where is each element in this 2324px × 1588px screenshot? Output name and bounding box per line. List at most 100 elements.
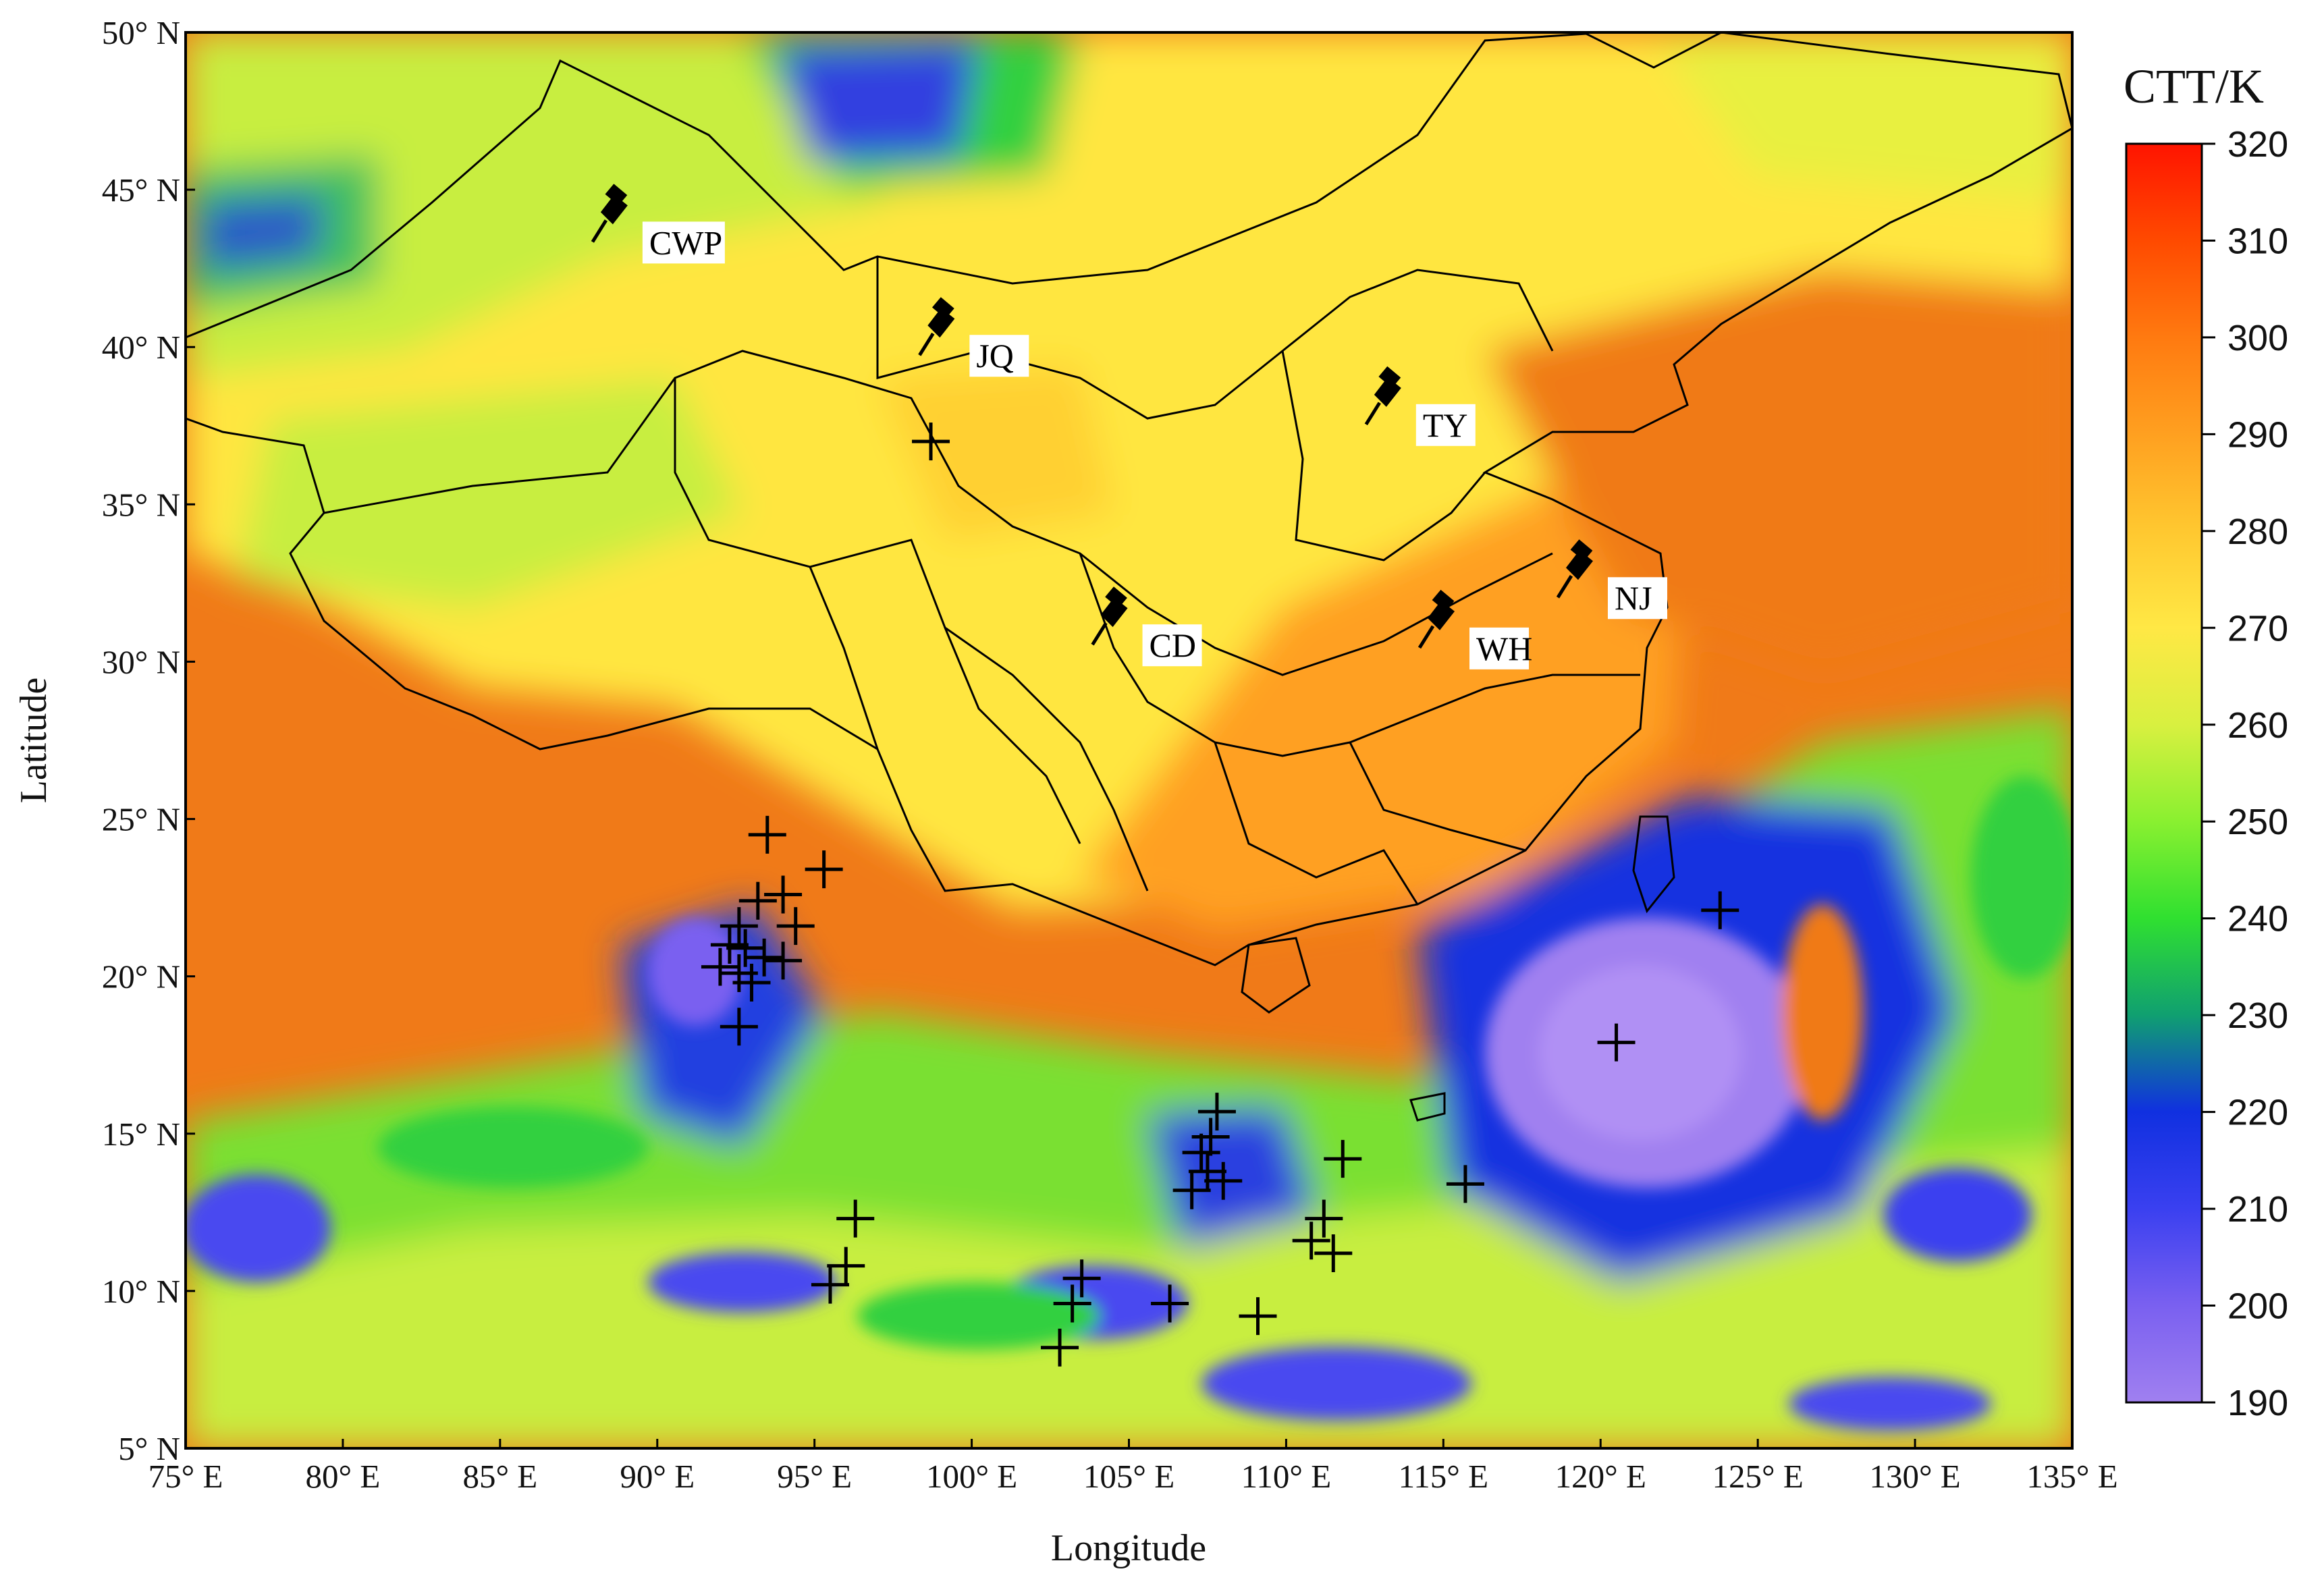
site-label-box [1607, 577, 1667, 620]
taiwan-outline [1632, 815, 1675, 914]
site-wh: WH [1417, 589, 1532, 669]
cross-marker [836, 1199, 875, 1238]
y-tick-label: 5° N [118, 1430, 180, 1467]
ctt-raster-field [186, 32, 2072, 1448]
luzon-outline [1409, 1092, 1446, 1122]
cross-marker [1597, 1023, 1636, 1062]
x-tick-label: 105° E [1083, 1458, 1174, 1495]
x-tick-label: 95° E [777, 1458, 852, 1495]
site-label: NJ [1615, 579, 1652, 617]
y-tick-label: 10° N [102, 1273, 180, 1310]
cross-marker [1324, 1140, 1362, 1178]
cross-marker [1292, 1222, 1330, 1260]
x-axis-title: Longitude [1051, 1527, 1206, 1569]
cross-marker [811, 1265, 849, 1304]
site-label: WH [1476, 630, 1532, 667]
colorbar-tick-label: 280 [2227, 512, 2288, 552]
cross-marker [1188, 1152, 1226, 1190]
y-tick-label: 35° N [102, 486, 180, 523]
y-tick-label: 45° N [102, 171, 180, 209]
colorbar-tick-labels: 320 310 300 290 280 270 260 250 240 230 220 210 200 1… [2202, 124, 2288, 1423]
site-markers: CWP JQ TY NJ CD WH [591, 184, 1667, 669]
cross-marker [738, 881, 777, 920]
site-nj: NJ [1556, 539, 1667, 620]
cross-marker [1305, 1199, 1343, 1238]
administrative-boundaries [186, 32, 2072, 1122]
cross-marker [1041, 1328, 1079, 1367]
colorbar-tick-label: 300 [2227, 318, 2288, 358]
latitude-tick-labels: 50° N 45° N 40° N 35° N 30° N 25° N 20° N 15° N… [102, 14, 195, 1467]
x-tick-label: 100° E [926, 1458, 1017, 1495]
site-label: TY [1423, 406, 1468, 444]
y-tick-label: 15° N [102, 1116, 180, 1153]
x-tick-label: 115° E [1399, 1458, 1488, 1495]
y-axis-title: Latitude [13, 678, 55, 804]
colorbar-tick-label: 240 [2227, 899, 2288, 939]
colorbar-tick-label: 190 [2227, 1383, 2288, 1423]
colorbar-tick-label: 220 [2227, 1093, 2288, 1133]
x-tick-label: 125° E [1712, 1458, 1804, 1495]
site-label-box [1142, 624, 1202, 667]
pushpin-icon [591, 184, 628, 243]
hainan-outline [1241, 937, 1311, 1014]
cross-marker [745, 938, 784, 977]
site-label-box [1415, 404, 1476, 446]
x-tick-label: 135° E [2026, 1458, 2117, 1495]
colorbar-tick-label: 320 [2227, 124, 2288, 165]
cross-markers [701, 422, 1739, 1367]
site-cwp: CWP [591, 184, 725, 264]
cross-marker [1053, 1284, 1091, 1323]
site-label: JQ [976, 337, 1014, 375]
site-label-box [969, 335, 1029, 377]
colorbar-tick-label: 250 [2227, 802, 2288, 842]
cross-marker [1197, 1093, 1236, 1131]
pushpin-icon [1556, 539, 1593, 599]
cross-marker [827, 1247, 865, 1285]
x-tick-label: 85° E [462, 1458, 537, 1495]
y-tick-label: 25° N [102, 801, 180, 838]
colorbar-tick-label: 200 [2227, 1286, 2288, 1327]
cross-marker [1182, 1133, 1220, 1172]
cross-marker [1314, 1234, 1353, 1272]
cross-marker [764, 941, 803, 980]
pushpin-icon [1417, 589, 1455, 649]
longitude-tick-labels: 75° E 80° E 85° E 90° E 95° E 100° E 105° E 110… [148, 1439, 2118, 1495]
cross-marker [1191, 1118, 1230, 1156]
colorbar-tick-label: 210 [2227, 1189, 2288, 1230]
cross-marker [1062, 1259, 1101, 1298]
colorbar: CTT/K 320 310 300 290 280 270 260 250 240 230 220 2… [2124, 59, 2288, 1423]
china-outline [186, 32, 2072, 966]
cross-marker [805, 850, 843, 889]
cross-marker [1239, 1297, 1277, 1336]
cross-marker [912, 422, 950, 461]
x-tick-label: 90° E [620, 1458, 695, 1495]
y-tick-label: 30° N [102, 643, 180, 680]
colorbar-tick-label: 260 [2227, 705, 2288, 746]
site-jq: JQ [918, 297, 1029, 377]
colorbar-bar [2125, 142, 2203, 1404]
site-cd: CD [1091, 586, 1202, 667]
pushpin-icon [918, 297, 955, 356]
cross-marker [720, 1008, 758, 1046]
colorbar-title: CTT/K [2124, 59, 2264, 113]
cross-marker [776, 907, 815, 946]
cross-marker [1701, 891, 1739, 929]
cross-marker [1172, 1171, 1211, 1209]
cross-marker [732, 963, 771, 1002]
pushpin-icon [1364, 366, 1401, 426]
x-tick-label: 130° E [1869, 1458, 1960, 1495]
colorbar-tick-label: 270 [2227, 608, 2288, 649]
cross-marker [1204, 1161, 1243, 1200]
colorbar-tick-label: 230 [2227, 995, 2288, 1036]
y-tick-label: 20° N [102, 958, 180, 995]
cross-marker [1151, 1284, 1189, 1323]
cross-marker [726, 929, 765, 967]
cross-marker [701, 948, 739, 986]
y-tick-label: 50° N [102, 14, 180, 51]
cross-marker [710, 926, 749, 964]
site-label: CWP [649, 223, 722, 261]
site-label: CD [1150, 626, 1196, 664]
x-tick-label: 110° E [1241, 1458, 1331, 1495]
colorbar-tick-label: 310 [2227, 221, 2288, 261]
pushpin-icon [1091, 586, 1128, 646]
